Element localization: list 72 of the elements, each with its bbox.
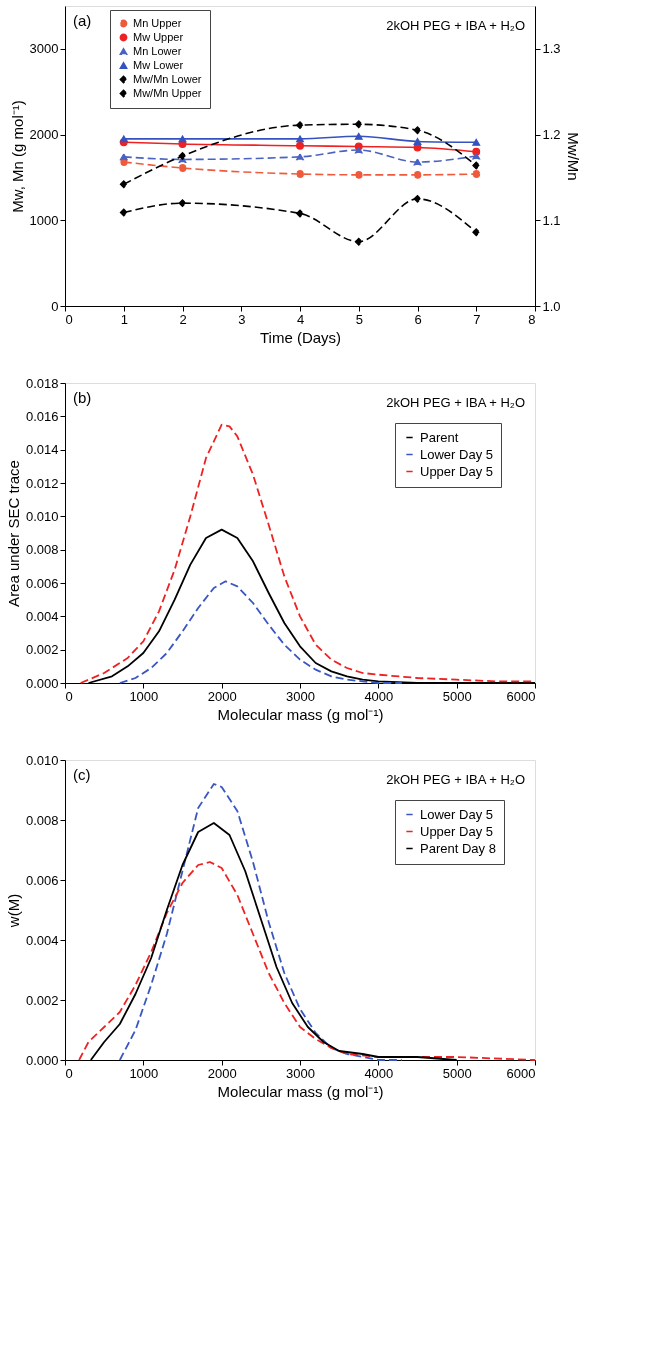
x-tick-label: 5	[355, 311, 363, 327]
y2-axis-title: Mw/Mn	[564, 132, 582, 181]
x-tick-label: 3000	[286, 688, 315, 704]
y-tick-label: 0.016	[25, 408, 59, 424]
x-tick-label: 6	[414, 311, 422, 327]
y-tick-label: 0.006	[25, 575, 59, 591]
x-tick-label: 0	[65, 1065, 73, 1081]
x-tick-label: 8	[528, 311, 536, 327]
x-tick-label: 5000	[442, 688, 472, 704]
annotation: (a)	[73, 12, 92, 29]
legend-label: Upper Day 5	[420, 823, 493, 839]
y-tick-label: 3000	[29, 41, 59, 57]
x-tick-label: 3000	[286, 1065, 315, 1081]
legend-label: Lower Day 5	[420, 446, 493, 462]
y-tick-label: 0.012	[25, 475, 59, 491]
y-tick-label: 0.014	[25, 442, 59, 458]
x-tick-label: 4000	[364, 1065, 394, 1081]
x-tick-label: 4	[296, 311, 305, 327]
legend-label: Parent Day 8	[420, 840, 496, 856]
legend-label: Mw Upper	[133, 30, 184, 43]
y2-tick-label: 1.2	[542, 127, 561, 143]
y-axis-title: Area under SEC trace	[4, 460, 22, 607]
x-tick-label: 2	[179, 311, 187, 327]
x-tick-label: 3	[238, 311, 246, 327]
legend-label: Mn Lower	[133, 44, 182, 57]
annotation: 2kOH PEG + IBA + H₂O	[386, 18, 525, 33]
legend-label: Mw/Mn Lower	[133, 72, 202, 85]
y-tick-label: 0.008	[25, 542, 59, 558]
y-axis-title: Mw, Mn (g mol⁻¹)	[8, 100, 26, 213]
x-tick-label: 0	[65, 311, 73, 327]
y2-tick-label: 1.3	[542, 41, 561, 57]
x-tick-label: 2000	[207, 688, 237, 704]
legend-label: Mw Lower	[133, 58, 184, 71]
x-axis-title: Molecular mass (g mol⁻¹)	[217, 705, 384, 723]
annotation: (b)	[73, 389, 92, 406]
y-tick-label: 0.004	[25, 608, 59, 624]
y-axis-title: w(M)	[4, 893, 22, 929]
y2-tick-label: 1.1	[542, 212, 561, 228]
y2-tick-label: 1.0	[542, 298, 561, 314]
annotation: 2kOH PEG + IBA + H₂O	[386, 772, 525, 787]
y-tick-label: 0.006	[25, 872, 59, 888]
x-axis-title: Molecular mass (g mol⁻¹)	[217, 1082, 384, 1100]
x-tick-label: 1	[120, 311, 128, 327]
x-tick-label: 2000	[207, 1065, 237, 1081]
y-tick-label: 0.008	[25, 812, 59, 828]
y-tick-label: 2000	[29, 127, 59, 143]
y-tick-label: 0.002	[25, 642, 59, 658]
legend-label: Parent	[420, 429, 459, 445]
annotation: (c)	[73, 766, 91, 783]
legend-label: Lower Day 5	[420, 806, 493, 822]
y-tick-label: 0.010	[25, 508, 59, 524]
y-tick-label: 0.000	[25, 675, 59, 691]
legend-label: Mn Upper	[133, 16, 182, 29]
x-tick-label: 6000	[506, 1065, 536, 1081]
x-tick-label: 7	[473, 311, 481, 327]
y-tick-label: 0.002	[25, 992, 59, 1008]
x-tick-label: 1000	[129, 688, 159, 704]
legend-label: Mw/Mn Upper	[133, 86, 202, 99]
x-tick-label: 1000	[129, 1065, 159, 1081]
x-tick-label: 0	[65, 688, 73, 704]
x-tick-label: 5000	[442, 1065, 472, 1081]
y-tick-label: 0.000	[25, 1052, 59, 1068]
y-tick-label: 0.018	[25, 375, 59, 391]
y-tick-label: 0.004	[25, 932, 59, 948]
y-tick-label: 0	[51, 298, 59, 314]
legend-label: Upper Day 5	[420, 463, 493, 479]
x-tick-label: 6000	[506, 688, 536, 704]
x-tick-label: 4000	[364, 688, 394, 704]
y-tick-label: 1000	[29, 212, 59, 228]
x-axis-title: Time (Days)	[259, 328, 342, 346]
y-tick-label: 0.010	[25, 752, 59, 768]
annotation: 2kOH PEG + IBA + H₂O	[386, 395, 525, 410]
